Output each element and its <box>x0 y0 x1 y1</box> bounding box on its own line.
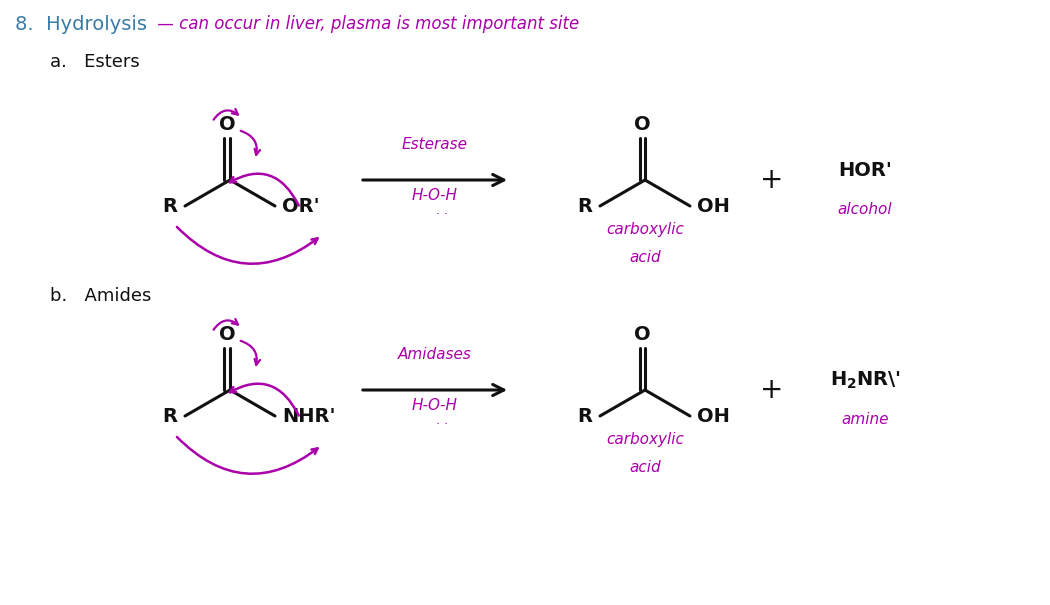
Text: +: + <box>760 376 783 404</box>
Text: R: R <box>578 197 592 215</box>
Text: O: O <box>634 325 651 344</box>
Text: a.   Esters: a. Esters <box>50 53 140 71</box>
Text: OR': OR' <box>282 197 319 215</box>
Text: O: O <box>219 115 236 134</box>
Text: acid: acid <box>629 460 660 475</box>
Text: +: + <box>760 166 783 194</box>
Text: NHR': NHR' <box>282 407 336 425</box>
Text: b.   Amides: b. Amides <box>50 287 151 305</box>
Text: · ·: · · <box>436 208 448 221</box>
Text: R: R <box>578 407 592 425</box>
Text: O: O <box>634 115 651 134</box>
Text: H-O-H: H-O-H <box>412 398 458 413</box>
Text: acid: acid <box>629 250 660 265</box>
Text: OH: OH <box>697 407 730 425</box>
Text: R: R <box>162 407 177 425</box>
Text: HOR': HOR' <box>838 160 891 180</box>
Text: O: O <box>219 325 236 344</box>
Text: 8.  Hydrolysis: 8. Hydrolysis <box>15 15 147 34</box>
Text: — can occur in liver, plasma is most important site: — can occur in liver, plasma is most imp… <box>152 15 580 33</box>
Text: alcohol: alcohol <box>838 202 892 217</box>
Text: OH: OH <box>697 197 730 215</box>
Text: $\mathregular{H_2}$NR\': $\mathregular{H_2}$NR\' <box>830 369 900 391</box>
Text: R: R <box>162 197 177 215</box>
Text: H-O-H: H-O-H <box>412 188 458 203</box>
Text: · ·: · · <box>436 418 448 431</box>
Text: Esterase: Esterase <box>402 137 468 152</box>
Text: carboxylic: carboxylic <box>606 432 684 447</box>
Text: carboxylic: carboxylic <box>606 222 684 237</box>
Text: amine: amine <box>841 412 888 427</box>
Text: Amidases: Amidases <box>398 347 471 362</box>
